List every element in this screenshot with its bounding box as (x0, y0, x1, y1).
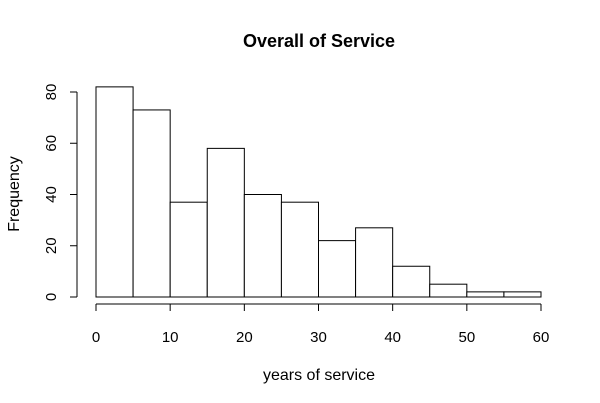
y-axis-label: Frequency (6, 156, 23, 232)
y-tick-label-3: 60 (43, 135, 60, 152)
y-tick-label-2: 40 (43, 186, 60, 203)
bars-group (95, 86, 542, 298)
chart-title: Overall of Service (243, 31, 395, 51)
bar-9 (429, 283, 468, 298)
x-axis-label: years of service (263, 367, 375, 384)
y-axis: 0 20 40 60 80 (43, 84, 78, 301)
bar-6 (318, 240, 357, 298)
x-tick-label-4: 40 (384, 329, 401, 346)
x-tick-label-1: 10 (162, 329, 179, 346)
bar-4 (243, 194, 282, 298)
x-axis: 0 10 20 30 40 50 60 (92, 303, 550, 346)
y-tick-label-0: 0 (43, 293, 60, 301)
bar-2 (169, 201, 208, 298)
bar-7 (355, 227, 394, 298)
bar-5 (280, 201, 319, 298)
x-tick-label-5: 50 (458, 329, 475, 346)
x-tick-label-3: 30 (310, 329, 327, 346)
bar-10 (466, 291, 505, 298)
x-tick-label-0: 0 (92, 329, 100, 346)
bar-1 (132, 109, 171, 298)
bar-3 (206, 147, 245, 298)
bar-8 (392, 265, 431, 298)
y-tick-label-4: 80 (43, 84, 60, 101)
y-tick-label-1: 20 (43, 237, 60, 254)
x-tick-label-6: 60 (533, 329, 550, 346)
bar-0 (95, 86, 134, 298)
bar-11 (503, 291, 542, 298)
x-tick-label-2: 20 (236, 329, 253, 346)
